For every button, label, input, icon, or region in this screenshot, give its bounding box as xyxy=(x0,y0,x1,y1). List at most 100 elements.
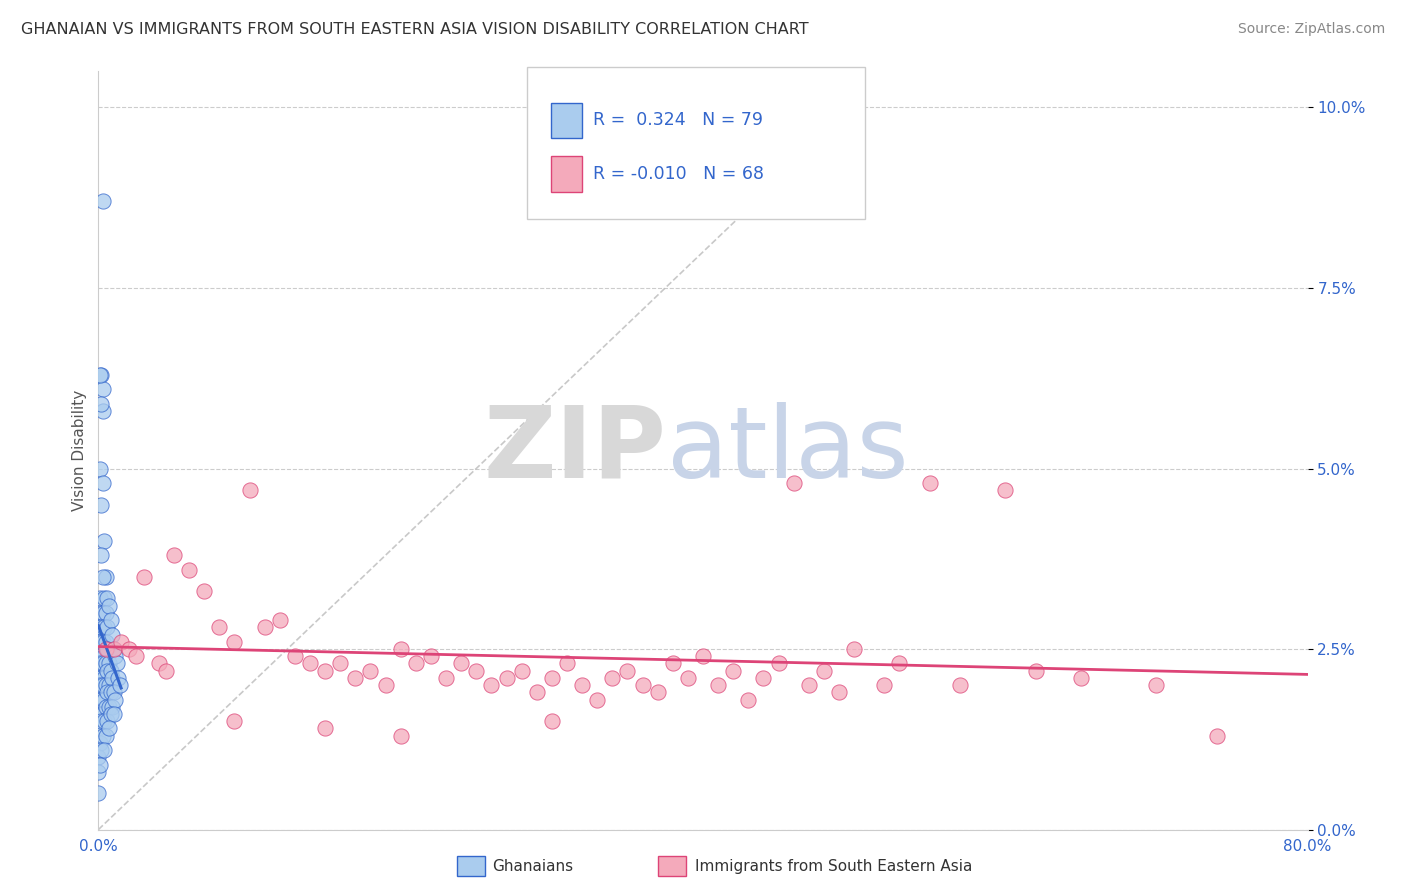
Point xyxy=(93,620,115,634)
Point xyxy=(90,368,112,382)
Point xyxy=(98,722,121,736)
Point xyxy=(314,722,336,736)
Point xyxy=(91,475,114,490)
Point xyxy=(89,657,111,671)
Point xyxy=(163,548,186,562)
Point xyxy=(193,584,215,599)
Point xyxy=(389,729,412,743)
Point xyxy=(631,678,654,692)
Point xyxy=(118,642,141,657)
Point xyxy=(314,664,336,678)
Point xyxy=(873,678,896,692)
Point xyxy=(420,649,443,664)
Point xyxy=(813,664,835,678)
Point xyxy=(148,657,170,671)
Point xyxy=(737,692,759,706)
Point xyxy=(96,664,118,678)
Point xyxy=(94,635,117,649)
Point xyxy=(155,664,177,678)
Point xyxy=(94,678,117,692)
Point xyxy=(918,475,941,490)
Point xyxy=(89,678,111,692)
Point xyxy=(676,671,699,685)
Point xyxy=(87,722,110,736)
Point xyxy=(329,657,352,671)
Point xyxy=(87,787,110,801)
Point xyxy=(110,635,132,649)
Point xyxy=(253,620,276,634)
Point xyxy=(93,671,115,685)
Point xyxy=(616,664,638,678)
Point xyxy=(540,671,562,685)
Point xyxy=(526,685,548,699)
Point xyxy=(98,678,121,692)
Point xyxy=(692,649,714,664)
Point xyxy=(96,591,118,606)
Point xyxy=(93,692,115,706)
Point xyxy=(101,627,124,641)
Text: R = -0.010   N = 68: R = -0.010 N = 68 xyxy=(593,165,765,183)
Point xyxy=(994,483,1017,498)
Point xyxy=(103,642,125,657)
Point xyxy=(797,678,820,692)
Point xyxy=(91,729,114,743)
Point xyxy=(98,599,121,613)
Text: atlas: atlas xyxy=(666,402,908,499)
Text: Source: ZipAtlas.com: Source: ZipAtlas.com xyxy=(1237,22,1385,37)
Text: Immigrants from South Eastern Asia: Immigrants from South Eastern Asia xyxy=(695,859,972,873)
Point xyxy=(284,649,307,664)
Point xyxy=(104,692,127,706)
Point xyxy=(98,699,121,714)
Point xyxy=(89,706,111,721)
Point xyxy=(94,657,117,671)
Point xyxy=(510,664,533,678)
Point xyxy=(90,548,112,562)
Point xyxy=(1024,664,1046,678)
Point xyxy=(103,685,125,699)
Point xyxy=(100,685,122,699)
Point xyxy=(87,620,110,634)
Point xyxy=(94,570,117,584)
Point xyxy=(434,671,457,685)
Point xyxy=(465,664,488,678)
Point xyxy=(132,570,155,584)
Point xyxy=(89,757,111,772)
Point xyxy=(1206,729,1229,743)
Text: Ghanaians: Ghanaians xyxy=(492,859,574,873)
Point xyxy=(100,706,122,721)
Point xyxy=(103,642,125,657)
Point xyxy=(450,657,472,671)
Point xyxy=(828,685,851,699)
Point xyxy=(94,642,117,657)
Point xyxy=(91,403,114,417)
Point xyxy=(90,671,112,685)
Point xyxy=(96,642,118,657)
Point xyxy=(98,657,121,671)
Point xyxy=(93,714,115,729)
Point xyxy=(89,736,111,750)
Point xyxy=(389,642,412,657)
Point xyxy=(179,563,201,577)
Point xyxy=(89,368,111,382)
Point xyxy=(91,706,114,721)
Point xyxy=(94,606,117,620)
Point xyxy=(91,657,114,671)
Point xyxy=(91,678,114,692)
Point xyxy=(1146,678,1168,692)
Point xyxy=(100,664,122,678)
Point xyxy=(586,692,609,706)
Point xyxy=(224,635,246,649)
Point xyxy=(299,657,322,671)
Point xyxy=(104,649,127,664)
Point xyxy=(405,657,427,671)
Point xyxy=(844,642,866,657)
Point xyxy=(571,678,593,692)
Point xyxy=(125,649,148,664)
Point xyxy=(647,685,669,699)
Point xyxy=(100,613,122,627)
Point xyxy=(1070,671,1092,685)
Point xyxy=(239,483,262,498)
Point xyxy=(374,678,396,692)
Point xyxy=(540,714,562,729)
Point xyxy=(87,649,110,664)
